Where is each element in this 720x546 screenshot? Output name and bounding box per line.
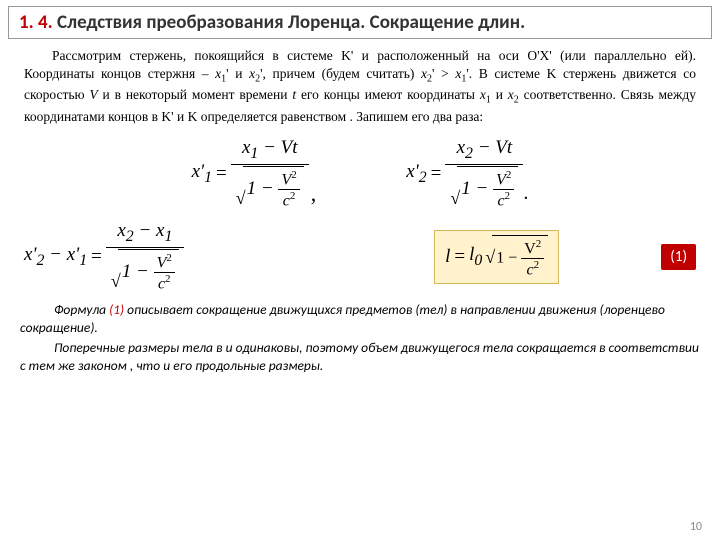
- equation-x2prime: x'2 = x2 − Vt √1 − V2c2 .: [406, 136, 528, 211]
- equation-row-2: x'2 − x'1 = x2 − x1 √1 − V2c2 l = l0 √1 …: [0, 219, 720, 294]
- equation-row-1: x'1 = x1 − Vt √1 − V2c2 , x'2 = x2 − Vt …: [0, 136, 720, 211]
- formula-reference: (1): [109, 301, 124, 318]
- highlighted-formula: l = l0 √1 − V2c2: [434, 230, 559, 285]
- section-number: 1. 4.: [19, 11, 53, 34]
- equation-x1prime: x'1 = x1 − Vt √1 − V2c2 ,: [192, 136, 317, 211]
- conclusion-text: Формула (1) описывает сокращение движущи…: [0, 301, 720, 376]
- equation-tag: (1): [661, 244, 696, 270]
- intro-paragraph: Рассмотрим стержень, покоящийся в систем…: [0, 47, 720, 132]
- section-header: 1. 4. Следствия преобразования Лоренца. …: [8, 6, 712, 39]
- page-number: 10: [690, 520, 702, 534]
- section-title: Следствия преобразования Лоренца. Сокращ…: [57, 11, 525, 34]
- equation-difference: x'2 − x'1 = x2 − x1 √1 − V2c2: [24, 219, 184, 294]
